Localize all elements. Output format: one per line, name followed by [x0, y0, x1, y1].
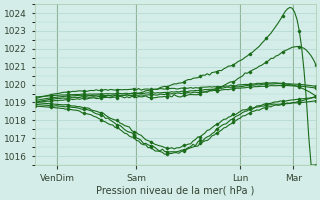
X-axis label: Pression niveau de la mer( hPa ): Pression niveau de la mer( hPa ) [96, 186, 254, 196]
